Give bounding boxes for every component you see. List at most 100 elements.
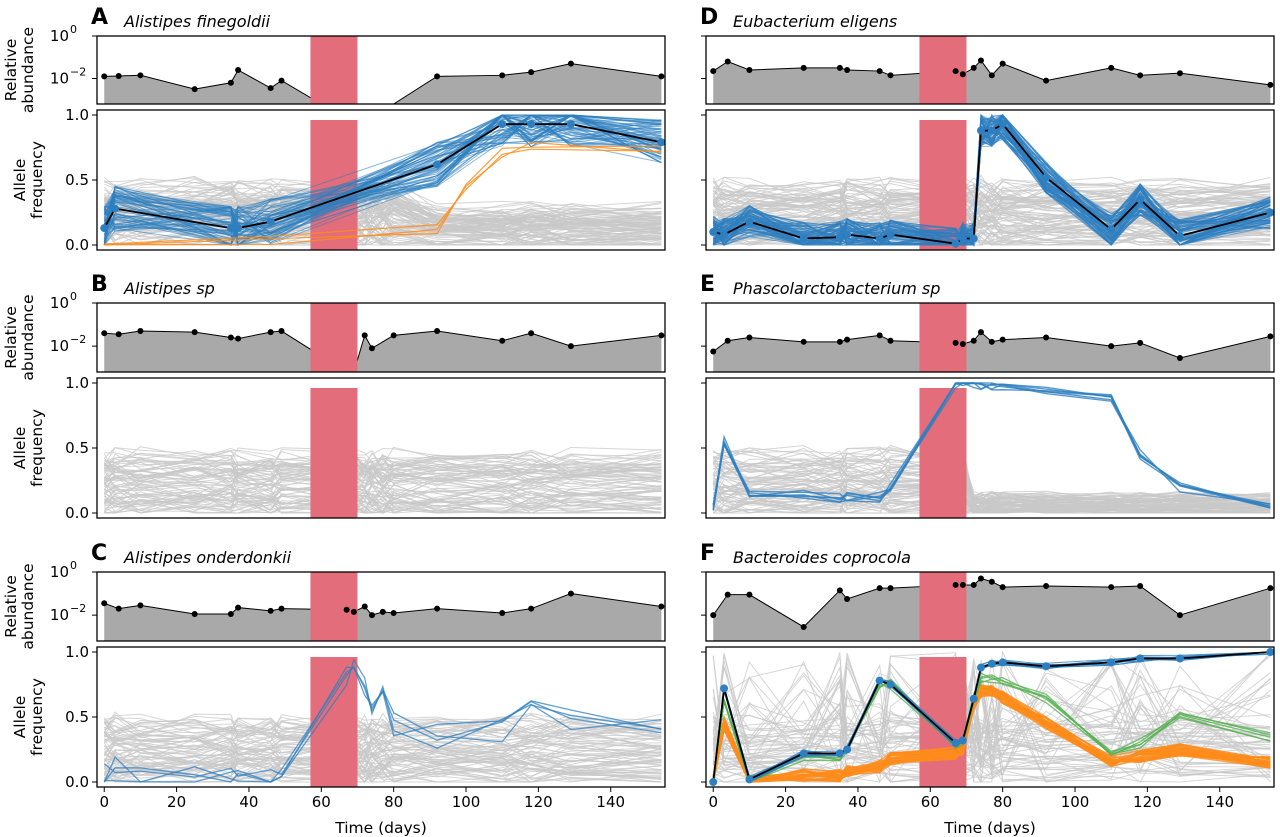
- treatment-window-abundance: [919, 303, 967, 372]
- abundance-point: [1137, 72, 1144, 79]
- abundance-axis-label: Relative abundance: [2, 294, 37, 380]
- treatment-window-abundance: [310, 303, 358, 372]
- x-tick-label: 40: [239, 793, 258, 811]
- abundance-point: [977, 57, 984, 64]
- abundance-point: [191, 86, 198, 93]
- abundance-point: [379, 608, 386, 615]
- x-tick-label: 20: [167, 793, 186, 811]
- panel-label: D: [700, 5, 718, 30]
- freq-tick-label: 0.5: [65, 439, 89, 457]
- abundance-point: [1267, 333, 1274, 340]
- x-tick-label: 100: [1061, 793, 1090, 811]
- abundance-plot: [710, 36, 1274, 104]
- panel-label: A: [91, 5, 108, 30]
- abundance-point: [361, 332, 368, 339]
- blue-snv-line: [712, 382, 1271, 505]
- mean-trajectory-point: [843, 745, 852, 754]
- abundance-point: [876, 332, 883, 339]
- mean-trajectory-point: [234, 224, 243, 233]
- mean-trajectory-point: [226, 224, 235, 233]
- abundance-point: [1176, 612, 1183, 619]
- freq-label-line1: Allele: [11, 427, 29, 470]
- mean-trajectory-point: [498, 120, 507, 129]
- freq-tick-label: 0.0: [65, 236, 89, 254]
- abundance-point: [567, 590, 574, 597]
- abundance-tick-label: 10: [50, 606, 69, 624]
- panel-title: Alistipes onderdonkii: [123, 548, 292, 567]
- freq-axis-label: Allele frequency: [11, 678, 46, 756]
- abundance-frame: [96, 35, 666, 105]
- abundance-point: [499, 609, 506, 616]
- abundance-point: [999, 336, 1006, 343]
- abundance-point: [970, 337, 977, 344]
- abundance-point: [567, 60, 574, 67]
- mean-trajectory-point: [998, 658, 1007, 667]
- freq-tick-label: 0.5: [65, 171, 89, 189]
- abundance-label-line2: abundance: [19, 27, 37, 113]
- x-tick-label: 60: [921, 793, 940, 811]
- abundance-point: [746, 67, 753, 73]
- mean-trajectory-point: [433, 160, 442, 169]
- abundance-tick-label: 10: [50, 70, 69, 88]
- treatment-window-abundance: [919, 36, 967, 104]
- abundance-point: [390, 332, 397, 339]
- abundance-point: [658, 73, 665, 80]
- abundance-label-line1: Relative: [2, 39, 20, 102]
- panel-e: E Phascolarctobacterium sp: [700, 272, 1275, 519]
- abundance-point: [350, 608, 357, 615]
- abundance-point: [235, 335, 242, 342]
- freq-plot: [100, 114, 665, 250]
- abundance-area: [104, 593, 662, 641]
- abundance-area: [713, 578, 1271, 641]
- mean-trajectory-point: [886, 230, 895, 239]
- highlighted-snvs: [103, 658, 662, 783]
- x-tick-label: 140: [1205, 793, 1234, 811]
- mean-trajectory-point: [886, 680, 895, 689]
- abundance-point: [101, 600, 108, 607]
- abundance-point: [267, 85, 274, 92]
- freq-plot: [103, 388, 662, 518]
- blue-snv-line: [103, 114, 662, 216]
- freq-label-line1: Allele: [11, 696, 29, 739]
- abundance-point: [567, 343, 574, 350]
- mean-trajectory-point: [799, 749, 808, 758]
- mean-trajectory-point: [111, 204, 120, 213]
- abundance-point: [876, 585, 883, 592]
- mean-trajectory-point: [958, 736, 967, 745]
- abundance-point: [710, 348, 717, 355]
- mean-trajectory-point: [1266, 208, 1274, 217]
- abundance-point: [746, 591, 753, 598]
- abundance-point: [1108, 64, 1115, 71]
- abundance-point: [999, 584, 1006, 591]
- abundance-point: [988, 72, 995, 79]
- mean-trajectory-point: [527, 120, 536, 129]
- mean-trajectory-point: [1136, 654, 1145, 663]
- abundance-area: [713, 60, 1271, 104]
- treatment-window-freq: [919, 388, 967, 518]
- abundance-point: [999, 60, 1006, 67]
- abundance-frame: [705, 571, 1275, 642]
- panel-label: F: [700, 541, 715, 566]
- blue-snv-line: [104, 115, 662, 245]
- background-snvs: [712, 444, 1271, 514]
- blue-snv-line: [103, 115, 662, 241]
- mean-trajectory-point: [987, 126, 996, 135]
- mean-trajectory-point: [998, 120, 1007, 129]
- freq-tick-label: 0.0: [65, 773, 89, 791]
- mean-trajectory-point: [1107, 658, 1116, 667]
- treatment-window-freq: [919, 657, 967, 787]
- x-axis-label-right: Time (days): [943, 819, 1036, 837]
- mean-trajectory-point: [657, 138, 665, 147]
- mean-trajectory-point: [1042, 662, 1051, 671]
- abundance-point: [988, 578, 995, 585]
- abundance-point: [434, 328, 441, 335]
- freq-label-line1: Allele: [11, 159, 29, 202]
- abundance-point: [800, 64, 807, 71]
- abundance-tick-exponent: 0: [70, 559, 77, 572]
- mean-trajectory-point: [1175, 231, 1184, 240]
- abundance-plot: [710, 572, 1274, 641]
- abundance-point: [227, 79, 234, 86]
- mean-trajectory-point: [720, 230, 729, 239]
- panel-label: E: [700, 272, 715, 297]
